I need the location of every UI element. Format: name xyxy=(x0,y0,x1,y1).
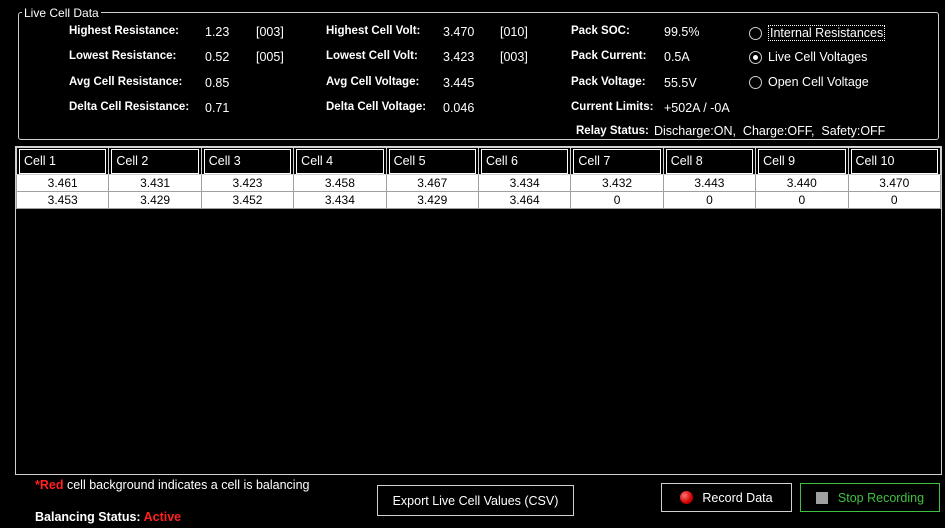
column-header[interactable]: Cell 4 xyxy=(293,147,387,175)
relay-status-value: Discharge:ON, Charge:OFF, Safety:OFF xyxy=(654,124,886,138)
delta-voltage-value: 0.046 xyxy=(443,101,475,115)
export-csv-button[interactable]: Export Live Cell Values (CSV) xyxy=(377,485,574,516)
cell-table: Cell 1 Cell 2 Cell 3 Cell 4 Cell 5 Cell … xyxy=(15,147,942,209)
stop-recording-button[interactable]: Stop Recording xyxy=(800,483,940,512)
balancing-status-value: Active xyxy=(143,510,182,524)
table-cell[interactable]: 3.464 xyxy=(477,191,572,209)
lowest-volt-value: 3.423 xyxy=(443,50,475,64)
cell-data-grid[interactable]: Cell 1 Cell 2 Cell 3 Cell 4 Cell 5 Cell … xyxy=(15,146,942,475)
export-csv-label: Export Live Cell Values (CSV) xyxy=(392,493,559,508)
pack-voltage-value: 55.5V xyxy=(664,76,697,90)
table-cell[interactable]: 3.467 xyxy=(385,174,479,192)
table-cell[interactable]: 3.434 xyxy=(477,174,572,192)
table-cell[interactable]: 3.429 xyxy=(385,191,479,209)
table-row: 3.453 3.429 3.452 3.434 3.429 3.464 0 0 … xyxy=(15,191,942,209)
lowest-resistance-cell: [005] xyxy=(256,50,284,64)
column-header[interactable]: Cell 3 xyxy=(200,147,295,175)
table-cell[interactable]: 3.440 xyxy=(755,174,849,192)
lowest-volt-cell: [003] xyxy=(500,50,528,64)
note-red-word: Red xyxy=(39,478,64,492)
radio-button[interactable] xyxy=(749,26,762,40)
balancing-note: *Red cell background indicates a cell is… xyxy=(35,478,309,492)
lowest-volt-label: Lowest Cell Volt: xyxy=(326,50,418,62)
highest-volt-cell: [010] xyxy=(500,25,528,39)
highest-resistance-value: 1.23 xyxy=(205,25,230,39)
mode-live-cell-voltages[interactable]: Live Cell Voltages xyxy=(749,50,867,64)
radio-button[interactable] xyxy=(749,75,762,89)
table-cell[interactable]: 3.429 xyxy=(108,191,202,209)
table-cell[interactable]: 3.423 xyxy=(200,174,295,192)
table-cell[interactable]: 3.443 xyxy=(662,174,757,192)
group-title: Live Cell Data xyxy=(22,6,101,20)
highest-resistance-label: Highest Resistance: xyxy=(69,25,179,37)
column-header[interactable]: Cell 9 xyxy=(755,147,849,175)
table-cell[interactable]: 3.431 xyxy=(108,174,202,192)
highest-volt-value: 3.470 xyxy=(443,25,475,39)
balancing-status-label: Balancing Status: xyxy=(35,510,141,524)
pack-soc-label: Pack SOC: xyxy=(571,25,630,37)
column-header[interactable]: Cell 10 xyxy=(847,147,942,175)
avg-voltage-value: 3.445 xyxy=(443,76,475,90)
table-cell[interactable]: 3.452 xyxy=(200,191,295,209)
table-cell[interactable]: 3.453 xyxy=(15,191,110,209)
mode-label: Open Cell Voltage xyxy=(768,75,869,89)
table-cell[interactable]: 0 xyxy=(662,191,757,209)
pack-soc-value: 99.5% xyxy=(664,25,700,39)
record-data-button[interactable]: Record Data xyxy=(661,483,792,512)
column-header[interactable]: Cell 6 xyxy=(477,147,572,175)
table-cell[interactable]: 3.470 xyxy=(847,174,942,192)
radio-button-checked[interactable] xyxy=(749,50,762,64)
live-cell-data-group xyxy=(18,12,939,140)
delta-resistance-value: 0.71 xyxy=(205,101,230,115)
mode-internal-resistances[interactable]: Internal Resistances xyxy=(749,25,886,41)
record-icon xyxy=(680,491,694,504)
balancing-status: Balancing Status: Active xyxy=(35,510,181,524)
avg-voltage-label: Avg Cell Voltage: xyxy=(326,76,420,88)
header-row: Cell 1 Cell 2 Cell 3 Cell 4 Cell 5 Cell … xyxy=(15,147,942,175)
table-cell[interactable]: 0 xyxy=(755,191,849,209)
lowest-resistance-label: Lowest Resistance: xyxy=(69,50,177,62)
column-header[interactable]: Cell 1 xyxy=(15,147,110,175)
current-limits-value: +502A / -0A xyxy=(664,101,730,115)
note-star: * xyxy=(35,478,40,492)
current-limits-label: Current Limits: xyxy=(571,101,654,113)
stop-recording-label: Stop Recording xyxy=(837,490,925,505)
table-cell[interactable]: 3.432 xyxy=(570,174,664,192)
relay-status-label: Relay Status: xyxy=(576,125,649,137)
table-cell[interactable]: 3.458 xyxy=(293,174,387,192)
avg-resistance-label: Avg Cell Resistance: xyxy=(69,76,183,88)
table-cell[interactable]: 3.434 xyxy=(293,191,387,209)
table-row: 3.461 3.431 3.423 3.458 3.467 3.434 3.43… xyxy=(15,174,942,192)
stop-icon xyxy=(815,491,828,504)
record-data-label: Record Data xyxy=(702,490,773,505)
mode-label: Internal Resistances xyxy=(768,25,886,41)
table-cell[interactable]: 3.461 xyxy=(15,174,110,192)
delta-resistance-label: Delta Cell Resistance: xyxy=(69,101,190,113)
column-header[interactable]: Cell 5 xyxy=(385,147,479,175)
highest-volt-label: Highest Cell Volt: xyxy=(326,25,421,37)
lowest-resistance-value: 0.52 xyxy=(205,50,230,64)
avg-resistance-value: 0.85 xyxy=(205,76,230,90)
delta-voltage-label: Delta Cell Voltage: xyxy=(326,101,427,113)
table-cell[interactable]: 0 xyxy=(847,191,942,209)
pack-current-value: 0.5A xyxy=(664,50,690,64)
pack-voltage-label: Pack Voltage: xyxy=(571,76,646,88)
table-cell[interactable]: 0 xyxy=(570,191,664,209)
mode-open-cell-voltage[interactable]: Open Cell Voltage xyxy=(749,75,869,89)
column-header[interactable]: Cell 7 xyxy=(570,147,664,175)
column-header[interactable]: Cell 8 xyxy=(662,147,757,175)
highest-resistance-cell: [003] xyxy=(256,25,284,39)
column-header[interactable]: Cell 2 xyxy=(108,147,202,175)
note-text: cell background indicates a cell is bala… xyxy=(63,478,310,492)
mode-label: Live Cell Voltages xyxy=(768,50,868,64)
pack-current-label: Pack Current: xyxy=(571,50,647,62)
